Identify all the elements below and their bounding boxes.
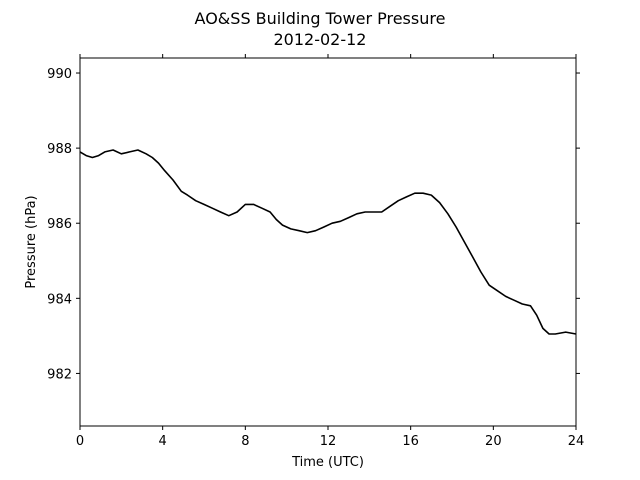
- series-group: [79, 149, 577, 335]
- x-tick-label: 4: [159, 434, 167, 449]
- x-tick-label: 24: [568, 434, 585, 449]
- y-axis-ticks: 982 984 986 988 990: [47, 67, 580, 382]
- y-tick-label: 982: [47, 367, 72, 382]
- plot-frame: [79, 57, 577, 427]
- y-axis-label: Pressure (hPa): [24, 195, 39, 288]
- x-tick-label: 16: [402, 434, 419, 449]
- chart-title: AO&SS Building Tower Pressure: [195, 9, 446, 28]
- y-tick-label: 984: [47, 292, 72, 307]
- y-tick-label: 988: [47, 142, 72, 157]
- x-tick-label: 20: [485, 434, 502, 449]
- series-line: [79, 149, 577, 335]
- y-tick-label: 990: [47, 67, 72, 82]
- x-tick-label: 0: [76, 434, 84, 449]
- y-tick-label: 986: [47, 217, 72, 232]
- x-axis-ticks: 0 4 8 12 16 20 24: [76, 54, 584, 449]
- x-axis-label: Time (UTC): [291, 455, 364, 470]
- x-tick-label: 8: [241, 434, 249, 449]
- x-tick-label: 12: [320, 434, 337, 449]
- chart-subtitle: 2012-02-12: [274, 30, 367, 49]
